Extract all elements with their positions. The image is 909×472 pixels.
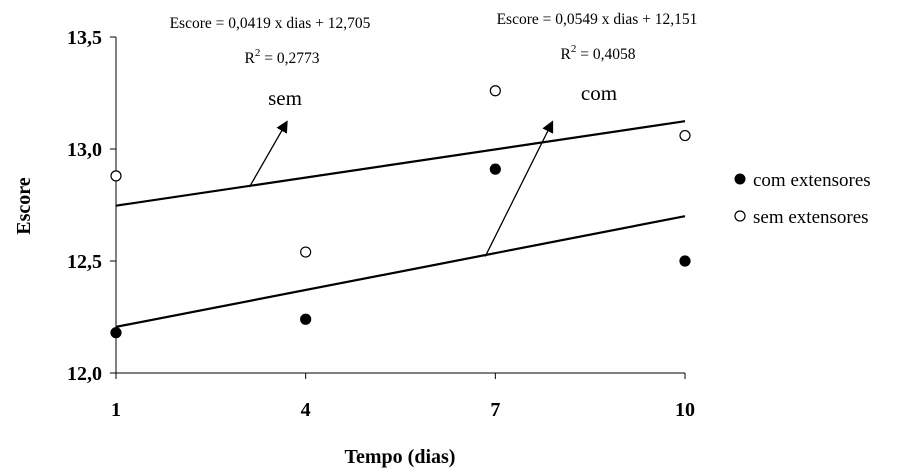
arrow-com bbox=[484, 120, 554, 257]
y-axis-title: Escore bbox=[13, 177, 35, 235]
data-point-sem bbox=[489, 85, 501, 97]
data-point-sem bbox=[679, 129, 691, 142]
x-tick-label: 7 bbox=[490, 399, 500, 421]
trendlines bbox=[115, 120, 686, 328]
y-tick-label: 12,5 bbox=[67, 251, 102, 273]
y-tick-label: 12,0 bbox=[67, 363, 102, 385]
group-label-sem: sem bbox=[268, 86, 302, 110]
y-ticks: 12,0 12,5 13,0 13,5 bbox=[67, 27, 116, 385]
group-label-com: com bbox=[581, 81, 617, 105]
data-point-com bbox=[489, 163, 501, 175]
annotation-sem: Escore = 0,0419 x dias + 12,705 R2 = 0,27… bbox=[170, 15, 371, 188]
regression-equation-com: Escore = 0,0549 x dias + 12,151 bbox=[497, 11, 698, 28]
legend-item-com: com extensores bbox=[734, 170, 871, 191]
legend-marker-open bbox=[734, 210, 746, 222]
data-point-com bbox=[679, 255, 691, 267]
y-tick-label: 13,0 bbox=[67, 139, 102, 161]
x-ticks: 1 4 7 10 bbox=[111, 373, 695, 421]
annotations: Escore = 0,0419 x dias + 12,705 R2 = 0,27… bbox=[170, 11, 698, 257]
y-tick-label: 13,5 bbox=[67, 27, 102, 49]
data-points bbox=[110, 85, 691, 339]
legend-label-com: com extensores bbox=[753, 170, 871, 191]
plot-area: 12,0 12,5 13,0 13,5 1 4 7 10 bbox=[67, 27, 695, 421]
data-point-sem bbox=[300, 246, 312, 258]
x-axis-title: Tempo (dias) bbox=[345, 446, 456, 468]
r-squared-sem: R2 = 0,2773 bbox=[245, 47, 320, 67]
legend-item-sem: sem extensores bbox=[734, 207, 869, 228]
x-tick-label: 4 bbox=[301, 399, 311, 421]
x-tick-label: 1 bbox=[111, 399, 121, 421]
annotation-com: Escore = 0,0549 x dias + 12,151 R2 = 0,40… bbox=[484, 11, 698, 257]
arrow-sem bbox=[248, 120, 288, 188]
legend: com extensores sem extensores bbox=[734, 170, 871, 228]
data-point-sem bbox=[110, 170, 122, 182]
x-tick-label: 10 bbox=[675, 399, 695, 421]
regression-equation-sem: Escore = 0,0419 x dias + 12,705 bbox=[170, 15, 371, 32]
r-squared-com: R2 = 0,4058 bbox=[561, 43, 636, 63]
data-point-com bbox=[110, 327, 122, 339]
legend-label-sem: sem extensores bbox=[753, 207, 869, 228]
trendline-sem bbox=[115, 120, 686, 207]
legend-marker-filled bbox=[734, 173, 746, 185]
data-point-com bbox=[300, 313, 312, 325]
trendline-com bbox=[115, 215, 686, 328]
